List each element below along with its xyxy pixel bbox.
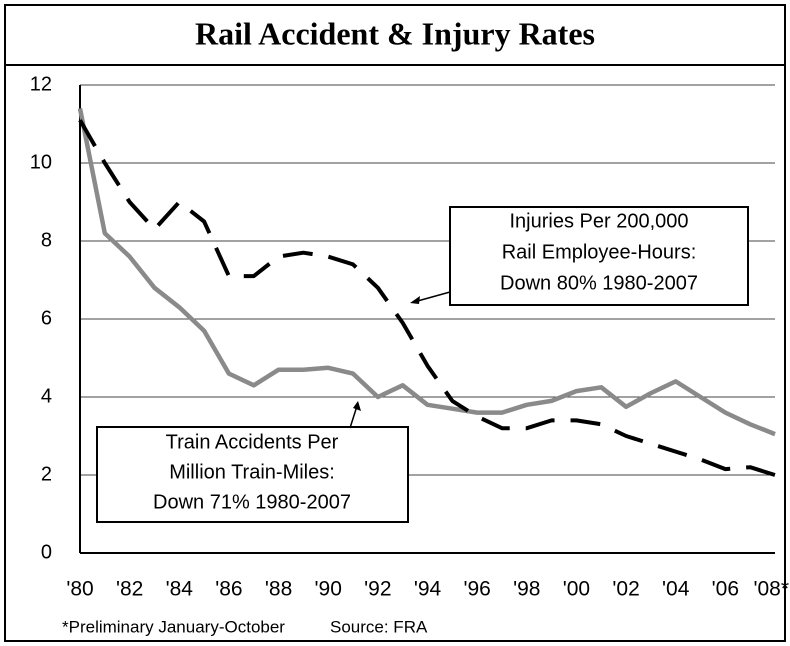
x-tick-label: '04 [662,578,690,601]
annotation-text: Down 80% 1980-2007 [500,272,698,294]
series [77,107,776,477]
x-tick-label: '06 [712,578,739,601]
x-tick-label: '02 [612,578,639,601]
y-tick-label: 6 [41,307,52,329]
x-tick-label: '88 [265,578,292,601]
footnote: *Preliminary January-October [62,617,285,636]
x-tick-label: '08* [753,578,789,601]
arrow-head [410,296,420,304]
x-tick-label: '92 [364,578,391,601]
x-tick-label: '00 [563,578,590,601]
annotation-text: Train Accidents Per [166,431,339,453]
annotation-box [449,206,749,306]
x-tick-label: '84 [166,578,194,601]
annotation-text: Down 71% 1980-2007 [153,491,351,513]
y-tick-label: 12 [30,73,52,95]
x-tick-label: '82 [116,578,143,601]
y-tick-label: 0 [41,541,52,563]
grid: 0 2 4 6 8 10 12 '80 '82 '84 '86 '88 '90 '92 '94 '96 '98 '… [30,73,789,600]
source: Source: FRA [330,617,428,636]
y-tick-label: 2 [41,463,52,485]
annotation-text: Rail Employee-Hours: [502,241,697,263]
x-tick-label: '96 [463,578,490,601]
y-tick-label: 4 [41,385,52,407]
x-tick-label: '86 [215,578,242,601]
x-tick-label: '80 [66,578,93,601]
title-box [4,4,786,66]
arrow-head [353,401,361,411]
x-tick-label: '90 [315,578,342,601]
annotations: Injuries Per 200,000 Rail Employee-Hours:… [96,206,749,523]
arrow [349,405,358,429]
series-line [78,119,776,477]
arrow [413,291,451,303]
x-tick-label: '98 [513,578,540,601]
series-line [77,107,776,437]
y-tick-label: 10 [30,151,52,173]
x-tick-label: '94 [414,578,442,601]
annotation-text: Million Train-Miles: [169,461,335,483]
chart-title: Rail Accident & Injury Rates [195,15,595,51]
frame [4,4,786,642]
y-tick-label: 8 [41,229,52,251]
annotation-box [96,426,409,523]
annotation-text: Injuries Per 200,000 [509,210,688,232]
